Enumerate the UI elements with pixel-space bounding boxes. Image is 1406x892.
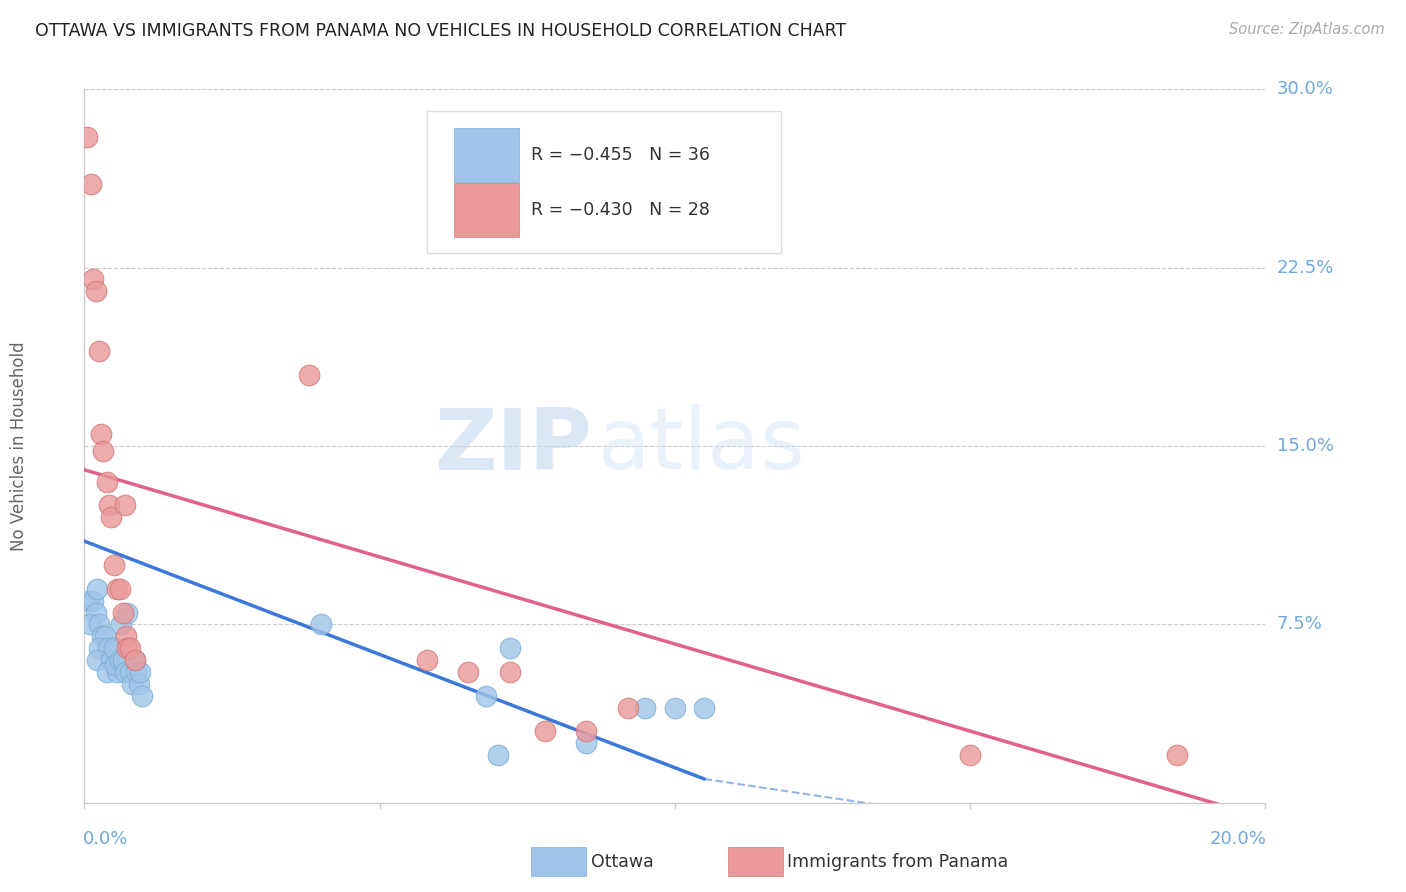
Point — [114, 499, 136, 513]
Point — [121, 677, 143, 691]
Text: R = −0.455   N = 36: R = −0.455 N = 36 — [531, 146, 710, 164]
Point — [110, 617, 132, 632]
Text: Immigrants from Panama: Immigrants from Panama — [787, 853, 1008, 871]
Point — [616, 700, 638, 714]
Point — [91, 629, 114, 643]
Point — [94, 629, 117, 643]
Point — [90, 427, 112, 442]
Text: 22.5%: 22.5% — [1277, 259, 1334, 277]
Point — [82, 593, 104, 607]
Point — [131, 689, 153, 703]
Point — [124, 653, 146, 667]
Point — [115, 641, 138, 656]
Point — [309, 617, 332, 632]
Text: 7.5%: 7.5% — [1277, 615, 1323, 633]
Point — [77, 593, 100, 607]
Point — [534, 724, 557, 739]
Point — [108, 582, 131, 596]
Point — [693, 700, 716, 714]
Point — [103, 641, 125, 656]
Point — [87, 617, 111, 632]
FancyBboxPatch shape — [454, 184, 519, 237]
Point — [634, 700, 657, 714]
Point — [100, 653, 122, 667]
Point — [100, 510, 122, 524]
Point — [125, 665, 148, 679]
Point — [575, 724, 598, 739]
Point — [114, 665, 136, 679]
FancyBboxPatch shape — [427, 111, 782, 253]
Point — [96, 475, 118, 489]
FancyBboxPatch shape — [454, 128, 519, 182]
Point — [114, 629, 136, 643]
Point — [97, 641, 120, 656]
Point — [111, 653, 134, 667]
Text: 30.0%: 30.0% — [1277, 80, 1333, 98]
Point — [664, 700, 686, 714]
Text: R = −0.430   N = 28: R = −0.430 N = 28 — [531, 202, 710, 219]
Point — [120, 665, 142, 679]
Text: 20.0%: 20.0% — [1209, 830, 1267, 848]
Text: Ottawa: Ottawa — [591, 853, 654, 871]
Point — [959, 748, 981, 763]
Point — [82, 272, 104, 286]
Point — [1166, 748, 1188, 763]
Point — [86, 653, 108, 667]
Text: Source: ZipAtlas.com: Source: ZipAtlas.com — [1229, 22, 1385, 37]
Point — [87, 343, 111, 358]
Point — [486, 748, 509, 763]
Point — [96, 665, 118, 679]
Point — [108, 653, 131, 667]
Point — [124, 653, 146, 667]
Point — [84, 606, 107, 620]
Point — [111, 606, 134, 620]
Point — [115, 606, 138, 620]
Point — [457, 665, 479, 679]
Point — [105, 582, 128, 596]
Point — [498, 641, 520, 656]
Point — [129, 665, 152, 679]
Point — [84, 285, 107, 299]
Text: 15.0%: 15.0% — [1277, 437, 1333, 455]
Point — [105, 665, 128, 679]
Point — [80, 178, 103, 192]
Point — [86, 582, 108, 596]
Point — [475, 689, 498, 703]
Text: ZIP: ZIP — [434, 404, 592, 488]
Point — [498, 665, 520, 679]
Point — [128, 677, 150, 691]
Point — [87, 641, 111, 656]
Point — [298, 368, 321, 382]
Text: No Vehicles in Household: No Vehicles in Household — [10, 341, 28, 551]
Point — [103, 558, 125, 572]
Point — [91, 443, 114, 458]
Text: 0.0%: 0.0% — [83, 830, 128, 848]
Point — [416, 653, 439, 667]
Point — [120, 641, 142, 656]
Point — [79, 617, 101, 632]
Text: OTTAWA VS IMMIGRANTS FROM PANAMA NO VEHICLES IN HOUSEHOLD CORRELATION CHART: OTTAWA VS IMMIGRANTS FROM PANAMA NO VEHI… — [35, 22, 846, 40]
Point — [575, 736, 598, 750]
Text: atlas: atlas — [598, 404, 806, 488]
Point — [76, 129, 98, 144]
Point — [98, 499, 121, 513]
Point — [104, 657, 127, 672]
